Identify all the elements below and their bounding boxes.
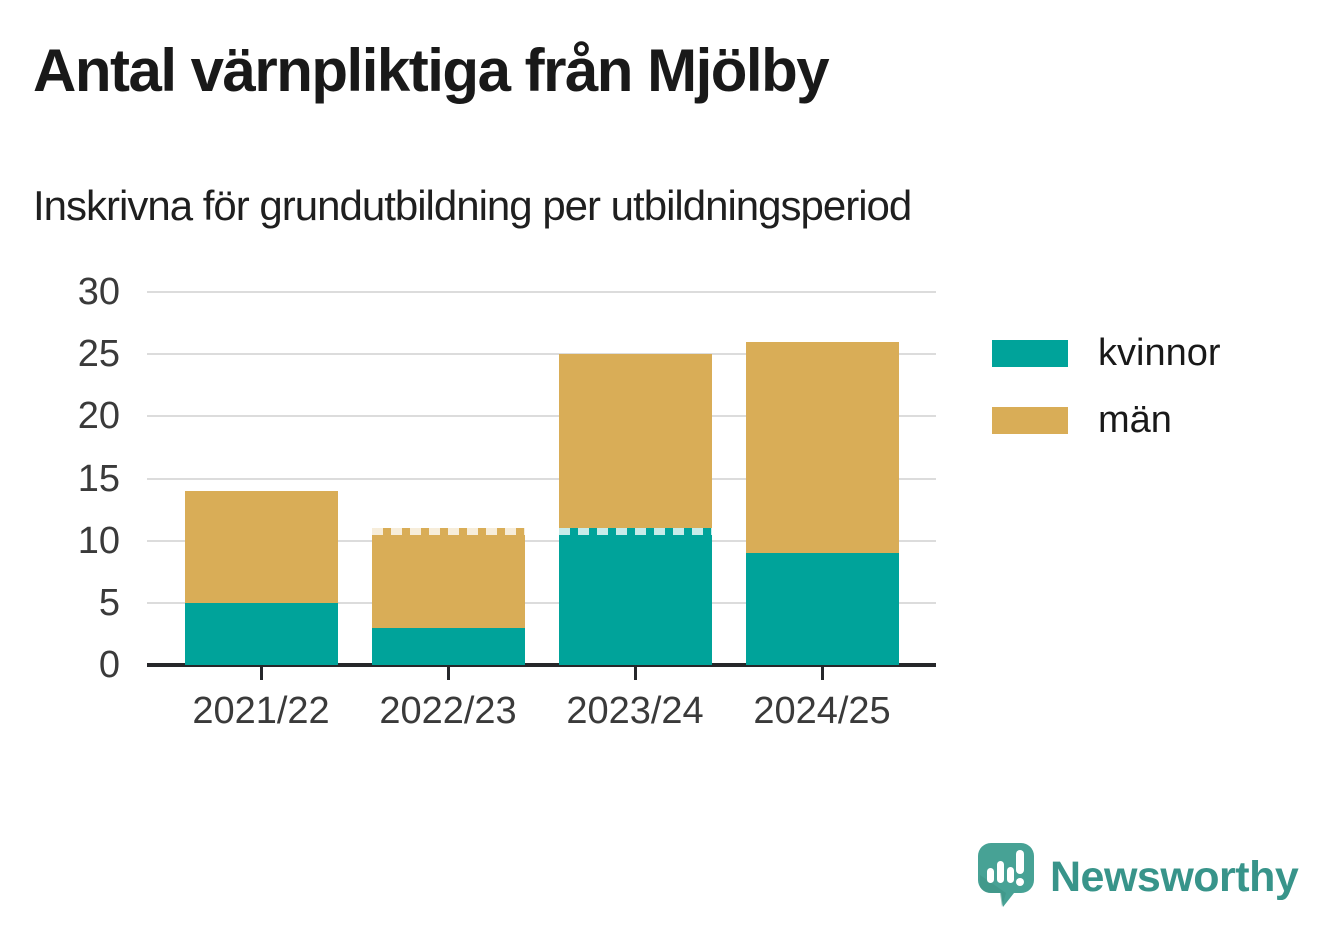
dashed-top-mark [371,528,525,536]
bar-segment-män-2024-25 [745,341,899,554]
legend-label-kvinnor: kvinnor [1098,332,1221,374]
x-axis-label-2021-22: 2021/22 [192,690,330,732]
x-axis-line [147,663,936,667]
gridline-10 [147,539,936,542]
x-axis-label-2024-25: 2024/25 [753,690,891,732]
bar-segment-kvinnor-2023-24 [558,528,712,665]
y-axis-label-15: 15 [77,457,120,500]
x-axis-tick-2021-22 [259,667,263,680]
legend-item-män: män [992,401,1221,439]
y-axis-label-20: 20 [77,395,120,438]
legend-label-män: män [1098,399,1172,441]
bar-segment-kvinnor-2022-23 [371,627,525,665]
x-axis-tick-2024-25 [820,667,824,680]
y-axis-label-0: 0 [98,644,120,686]
y-axis-label-5: 5 [98,581,120,624]
legend: kvinnor män [992,334,1221,468]
bar-segment-kvinnor-2024-25 [745,553,899,665]
brand-name: Newsworthy [1050,853,1299,901]
dashed-top-mark [558,528,712,536]
y-axis-label-25: 25 [77,333,120,376]
bar-segment-män-2021-22 [184,490,338,603]
gridline-30 [147,291,936,293]
chart-title: Antal värnpliktiga från Mjölby [33,37,830,104]
x-axis-tick-2022-23 [446,667,450,680]
legend-swatch-män [992,406,1068,434]
x-axis-label-2023-24: 2023/24 [566,690,704,732]
bar-segment-män-2022-23 [371,528,525,628]
y-axis-label-30: 30 [77,271,120,313]
gridline-25 [147,353,936,356]
gridline-5 [147,601,936,604]
newsworthy-speech-bubble-chart-icon [976,841,1036,914]
gridline-20 [147,415,936,418]
x-axis-tick-2023-24 [633,667,637,680]
y-axis-label-10: 10 [77,519,120,562]
brand-link[interactable]: Newsworthy [976,841,1299,914]
bar-segment-kvinnor-2021-22 [184,602,338,665]
bar-segment-män-2023-24 [558,354,712,529]
x-axis-label-2022-23: 2022/23 [379,690,517,732]
gridline-15 [147,477,936,480]
chart-subtitle: Inskrivna för grundutbildning per utbild… [33,182,912,229]
legend-swatch-kvinnor [992,339,1068,367]
legend-item-kvinnor: kvinnor [992,334,1221,372]
